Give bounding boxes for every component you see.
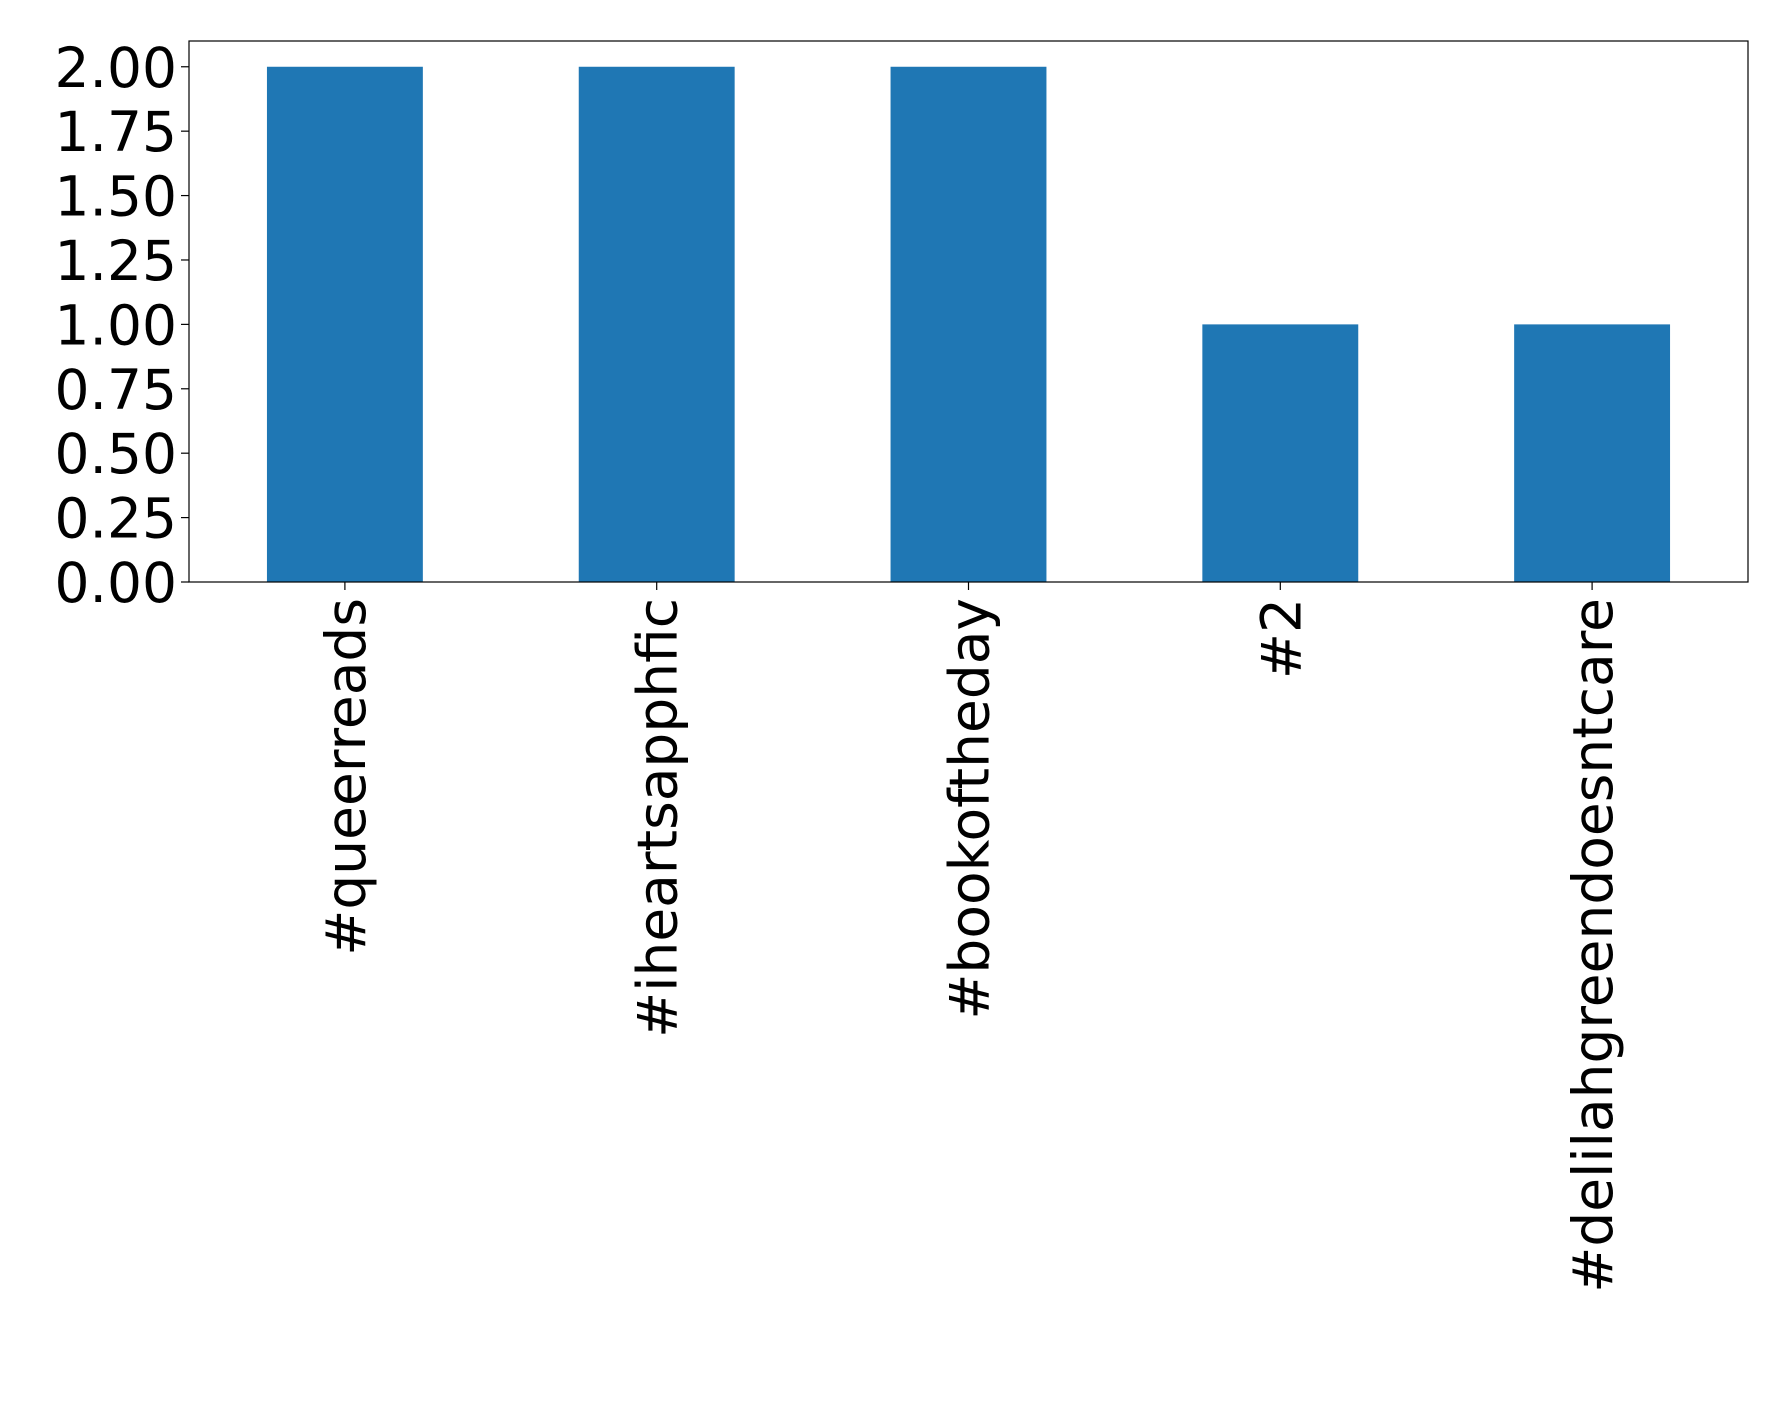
bar	[1202, 324, 1359, 582]
bar	[266, 66, 423, 582]
x-tick-label: #bookoftheday	[938, 598, 1002, 1020]
y-tick-label: 0.25	[55, 487, 177, 551]
y-tick-label: 1.75	[55, 100, 177, 164]
y-tick-label: 0.50	[55, 422, 177, 486]
bar	[578, 66, 735, 582]
bar	[890, 66, 1047, 582]
x-tick-label: #queerreads	[314, 598, 378, 956]
x-tick-label: #2	[1249, 598, 1313, 679]
axes-frame	[188, 40, 1749, 583]
y-tick-label: 2.00	[55, 36, 177, 100]
x-tick-label: #iheartsapphfic	[626, 598, 690, 1038]
bar	[1514, 324, 1671, 582]
y-tick-label: 1.50	[55, 165, 177, 229]
y-tick-label: 1.25	[55, 229, 177, 293]
x-tick-label: #delilahgreendoesntcare	[1561, 598, 1625, 1293]
y-tick-label: 0.75	[55, 358, 177, 422]
y-tick-label: 0.00	[55, 551, 177, 615]
y-tick-label: 1.00	[55, 293, 177, 357]
